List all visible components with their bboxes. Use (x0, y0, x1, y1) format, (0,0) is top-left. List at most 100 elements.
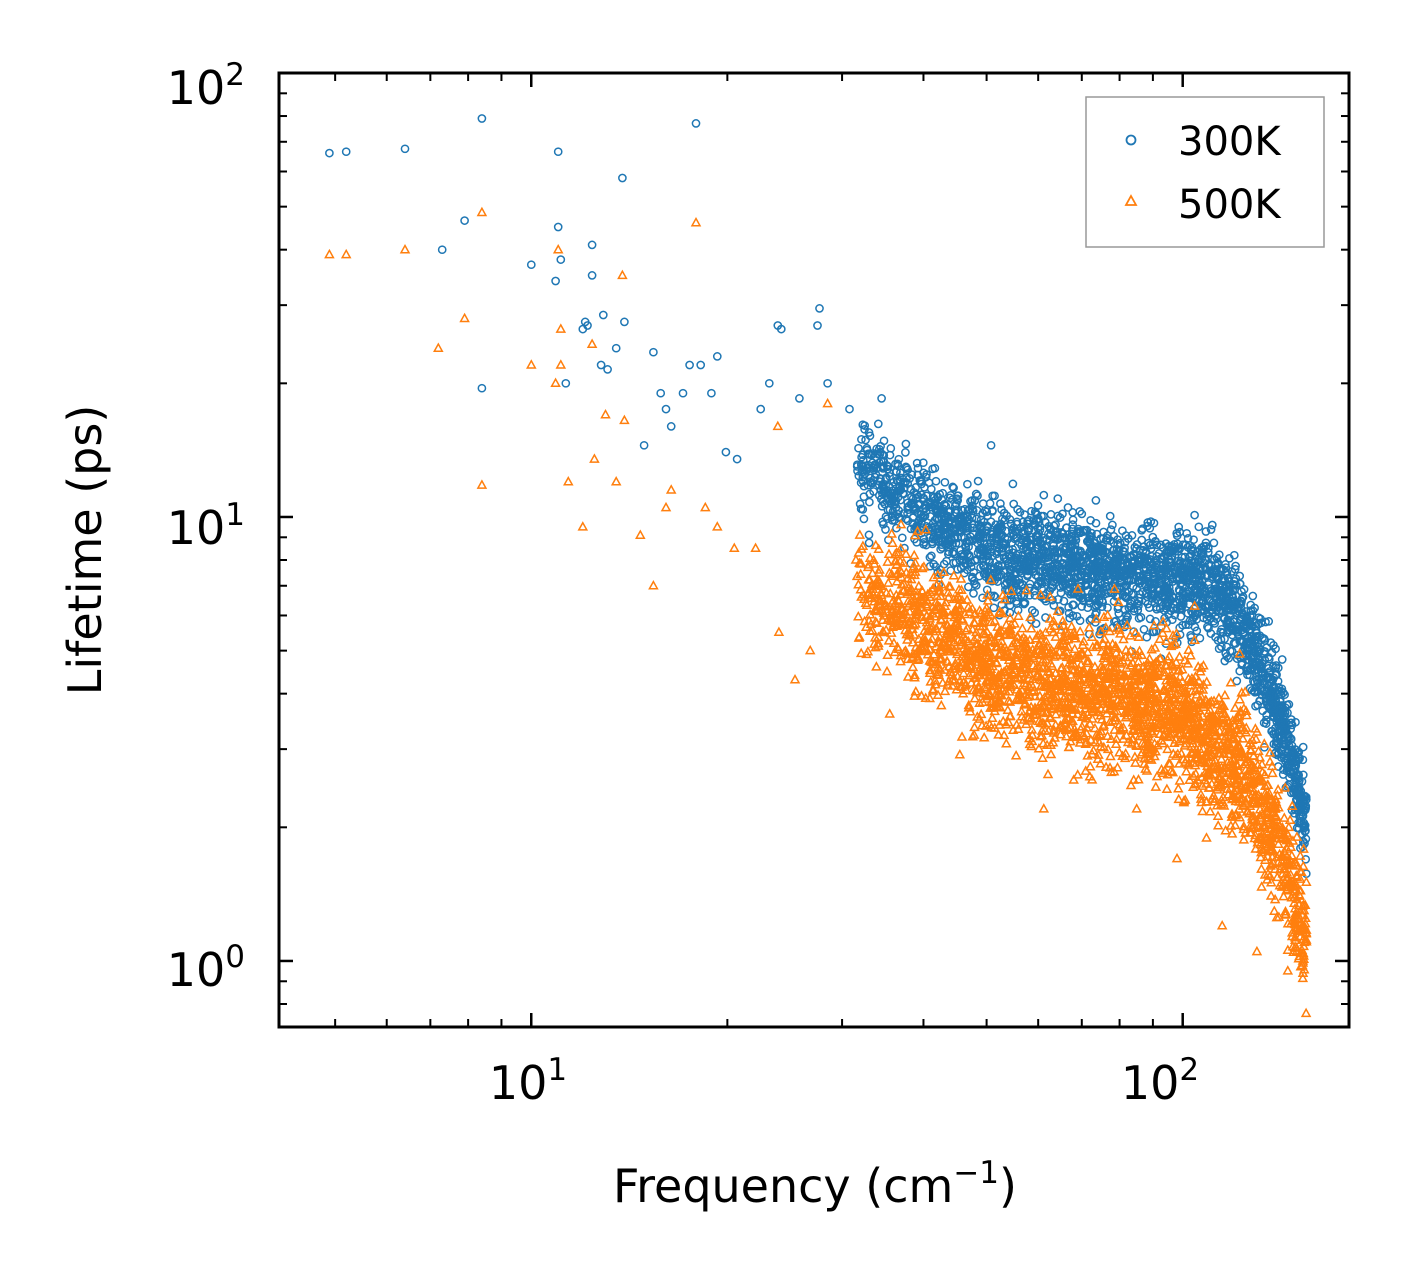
cloud-point-300k (865, 497, 874, 507)
cloud-point-500k (931, 590, 943, 600)
cloud-point-500k (1239, 771, 1251, 781)
cloud-point-500k (1004, 626, 1016, 636)
cloud-point-500k (1280, 906, 1291, 916)
cloud-point-500k (1245, 827, 1257, 837)
cloud-point-500k (1237, 733, 1249, 743)
cloud-point-500k (1245, 774, 1257, 784)
cloud-point-500k (1158, 685, 1169, 696)
cloud-point-500k (904, 627, 915, 637)
cloud-point-500k (1133, 774, 1144, 784)
cloud-point-500k (1216, 794, 1227, 804)
cloud-point-500k (1287, 835, 1299, 845)
cloud-point-500k (1258, 844, 1269, 855)
cloud-point-300k (1092, 568, 1101, 577)
cloud-point-300k (1146, 580, 1155, 589)
cloud-point-300k (940, 477, 950, 487)
cloud-point-300k (894, 512, 904, 522)
cloud-point-300k (1148, 591, 1158, 601)
cloud-point-500k (927, 582, 939, 593)
cloud-point-300k (897, 533, 907, 543)
cloud-point-300k (1175, 591, 1185, 601)
cloud-point-500k (1229, 819, 1241, 830)
cloud-point-300k (1134, 596, 1144, 606)
cloud-point-500k (1229, 777, 1241, 787)
cloud-point-300k (861, 435, 870, 445)
cloud-point-500k (1033, 715, 1045, 726)
cloud-point-300k (950, 501, 960, 511)
cloud-point-500k (906, 569, 917, 579)
cloud-point-300k (953, 533, 962, 543)
cloud-point-500k (1221, 720, 1232, 730)
cloud-point-500k (1152, 656, 1163, 666)
cloud-point-500k (935, 654, 946, 664)
cloud-point-500k (854, 631, 865, 641)
cloud-point-500k (1007, 724, 1019, 735)
cloud-point-300k (1214, 598, 1223, 608)
cloud-point-500k (978, 732, 990, 742)
cloud-point-500k (1091, 693, 1103, 703)
cloud-point-500k (1069, 643, 1080, 653)
cloud-point-500k (1250, 843, 1261, 853)
cloud-point-500k (1152, 722, 1163, 733)
cloud-point-500k (1033, 638, 1045, 648)
cloud-point-500k (1093, 749, 1104, 759)
cloud-point-300k (1230, 564, 1240, 574)
cloud-point-300k (1257, 671, 1267, 680)
cloud-point-300k (857, 452, 866, 462)
cloud-point-500k (1110, 647, 1122, 657)
cloud-point-500k (1216, 730, 1228, 741)
cloud-point-500k (1180, 697, 1191, 708)
cloud-point-500k (891, 576, 903, 586)
cloud-point-500k (918, 636, 929, 647)
cloud-point-500k (1203, 715, 1215, 726)
cloud-point-500k (1204, 805, 1216, 816)
cloud-point-300k (1298, 742, 1308, 752)
cloud-point-500k (1077, 694, 1089, 705)
cloud-point-300k (1127, 531, 1137, 540)
cloud-point-500k (1192, 733, 1203, 743)
cloud-point-500k (883, 548, 895, 559)
cloud-point-300k (1252, 632, 1261, 641)
cloud-point-300k (1139, 542, 1149, 552)
cloud-point-300k (924, 478, 934, 488)
cloud-point-500k (981, 693, 993, 703)
cloud-point-500k (1151, 711, 1163, 721)
cloud-point-300k (933, 492, 942, 501)
cloud-point-500k (1226, 828, 1238, 838)
cloud-point-500k (1003, 654, 1015, 665)
cloud-point-300k (1031, 619, 1041, 628)
cloud-point-500k (1013, 610, 1024, 620)
cloud-point-500k (906, 573, 917, 584)
cloud-point-500k (910, 609, 921, 620)
cloud-point-300k (1120, 605, 1130, 614)
cloud-point-500k (1281, 884, 1292, 895)
cloud-point-500k (1130, 757, 1141, 767)
cloud-point-500k (1148, 619, 1160, 630)
cloud-point-500k (967, 685, 979, 695)
cloud-point-500k (1153, 662, 1164, 673)
cloud-point-500k (948, 570, 960, 580)
cloud-point-300k (1298, 842, 1307, 851)
cloud-point-300k (1014, 538, 1024, 547)
cloud-point-300k (1118, 566, 1127, 576)
cloud-point-500k (979, 628, 991, 639)
cloud-point-300k (1277, 753, 1286, 762)
cloud-point-300k (1181, 540, 1191, 550)
cloud-point-500k (1089, 661, 1101, 671)
cloud-point-500k (1029, 702, 1041, 712)
cloud-point-500k (1254, 752, 1266, 762)
cloud-point-500k (1259, 738, 1270, 748)
cloud-point-500k (898, 578, 910, 589)
cloud-point-300k (994, 544, 1004, 554)
cloud-point-500k (898, 584, 910, 594)
cloud-point-300k (1164, 557, 1174, 567)
cloud-point-500k (918, 633, 929, 643)
cloud-point-500k (909, 669, 920, 680)
cloud-point-300k (1223, 617, 1233, 627)
cloud-point-300k (1127, 568, 1137, 578)
cloud-point-300k (1197, 571, 1206, 580)
cloud-point-500k (1269, 798, 1281, 809)
cloud-point-500k (1177, 675, 1188, 686)
cloud-point-500k (984, 687, 995, 698)
cloud-point-500k (1170, 692, 1181, 703)
